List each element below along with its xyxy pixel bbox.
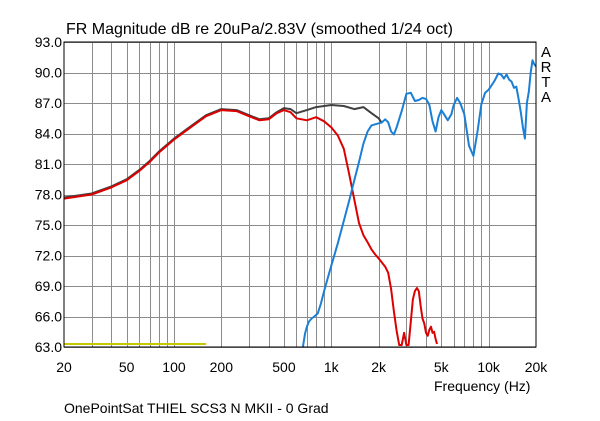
x-tick-label: 5k	[434, 359, 450, 375]
y-tick-label: 63.0	[35, 339, 62, 355]
y-tick-label: 66.0	[35, 309, 62, 325]
series-line-tweeter	[301, 59, 536, 347]
x-axis-ticks: 20 50 100 200 500 1k 2k 5k 10k 20k	[56, 359, 548, 375]
watermark-letter: R	[541, 59, 552, 76]
chart-title: FR Magnitude dB re 20uPa/2.83V (smoothed…	[66, 21, 453, 38]
y-axis-ticks: 63.0 66.0 69.0 72.0 75.0 78.0 81.0 84.0 87.0 90.0…	[35, 34, 62, 355]
y-tick-label: 90.0	[35, 65, 62, 81]
chart-footer: OnePointSat THIEL SCS3 N MKII - 0 Grad	[64, 400, 329, 416]
y-tick-label: 72.0	[35, 248, 62, 264]
x-tick-label: 10k	[477, 359, 501, 375]
plot-frame	[63, 41, 537, 348]
x-tick-label: 500	[272, 359, 296, 375]
y-tick-label: 84.0	[35, 126, 62, 142]
series-lines	[64, 59, 536, 347]
y-tick-label: 75.0	[35, 217, 62, 233]
grid	[64, 42, 536, 348]
y-tick-label: 87.0	[35, 95, 62, 111]
y-tick-label: 78.0	[35, 187, 62, 203]
x-tick-label: 20k	[525, 359, 549, 375]
watermark-letter: T	[541, 74, 550, 91]
y-tick-label: 81.0	[35, 156, 62, 172]
x-tick-label: 100	[162, 359, 186, 375]
x-axis-label: Frequency (Hz)	[434, 378, 530, 394]
watermark-letter: A	[541, 44, 551, 61]
watermark-letter: A	[541, 89, 551, 106]
x-tick-label: 20	[56, 359, 72, 375]
x-tick-label: 2k	[371, 359, 387, 375]
x-tick-label: 50	[119, 359, 135, 375]
x-tick-label: 1k	[324, 359, 340, 375]
y-tick-label: 93.0	[35, 34, 62, 50]
x-tick-label: 200	[210, 359, 234, 375]
series-line-woofer	[64, 109, 438, 346]
y-tick-label: 69.0	[35, 278, 62, 294]
